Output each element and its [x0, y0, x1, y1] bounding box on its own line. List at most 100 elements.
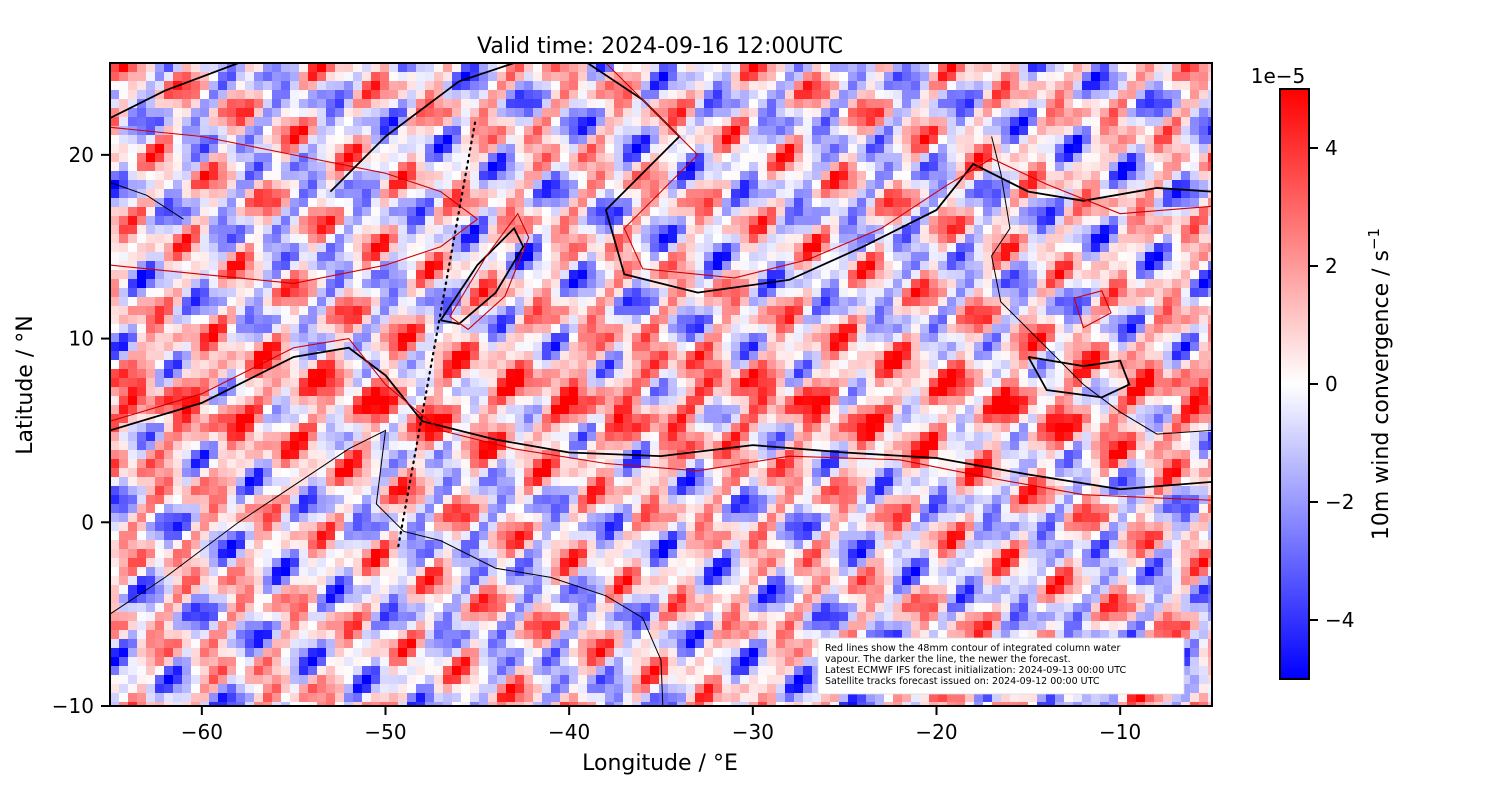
heatmap-cell [1127, 108, 1137, 118]
heatmap-cell [1154, 126, 1164, 136]
heatmap-cell [758, 315, 768, 325]
heatmap-cell [164, 333, 174, 343]
heatmap-cell [893, 90, 903, 100]
heatmap-cell [299, 117, 309, 127]
heatmap-cell [803, 99, 813, 109]
heatmap-cell [578, 261, 588, 271]
heatmap-cell [155, 306, 165, 316]
heatmap-cell [992, 315, 1002, 325]
heatmap-cell [137, 108, 147, 118]
heatmap-cell [902, 306, 912, 316]
heatmap-cell [857, 180, 867, 190]
heatmap-cell [650, 63, 660, 73]
heatmap-cell [722, 99, 732, 109]
heatmap-cell [479, 135, 489, 145]
heatmap-cell [740, 90, 750, 100]
heatmap-cell [155, 342, 165, 352]
heatmap-cell [146, 225, 156, 235]
heatmap-cell [866, 207, 876, 217]
heatmap-cell [740, 324, 750, 334]
heatmap-cell [1055, 405, 1065, 415]
heatmap-cell [200, 243, 210, 253]
heatmap-cell [677, 207, 687, 217]
heatmap-cell [380, 225, 390, 235]
heatmap-cell [1181, 405, 1191, 415]
heatmap-cell [425, 162, 435, 172]
heatmap-cell [794, 216, 804, 226]
heatmap-cell [281, 396, 291, 406]
heatmap-cell [461, 297, 471, 307]
heatmap-cell [785, 405, 795, 415]
heatmap-cell [623, 108, 633, 118]
heatmap-cell [938, 387, 948, 397]
heatmap-cell [506, 144, 516, 154]
heatmap-cell [785, 144, 795, 154]
heatmap-cell [416, 171, 426, 181]
heatmap-cell [1118, 243, 1128, 253]
heatmap-cell [434, 207, 444, 217]
heatmap-cell [398, 279, 408, 289]
heatmap-cell [389, 63, 399, 73]
heatmap-cell [542, 306, 552, 316]
heatmap-cell [254, 180, 264, 190]
heatmap-cell [191, 198, 201, 208]
heatmap-cell [362, 279, 372, 289]
heatmap-cell [713, 342, 723, 352]
heatmap-cell [380, 180, 390, 190]
heatmap-cell [749, 261, 759, 271]
heatmap-cell [668, 378, 678, 388]
heatmap-cell [848, 369, 858, 379]
heatmap-cell [920, 306, 930, 316]
heatmap-cell [965, 189, 975, 199]
heatmap-cell [641, 63, 651, 73]
heatmap-cell [254, 216, 264, 226]
heatmap-cell [1073, 108, 1083, 118]
heatmap-cell [209, 180, 219, 190]
heatmap-cell [857, 117, 867, 127]
heatmap-cell [1172, 378, 1182, 388]
heatmap-cell [983, 81, 993, 91]
heatmap-cell [1154, 171, 1164, 181]
heatmap-cell [578, 378, 588, 388]
heatmap-cell [659, 225, 669, 235]
heatmap-cell [578, 297, 588, 307]
heatmap-cell [470, 171, 480, 181]
heatmap-cell [317, 198, 327, 208]
heatmap-cell [128, 297, 138, 307]
heatmap-cell [956, 81, 966, 91]
heatmap-cell [200, 216, 210, 226]
heatmap-cell [1199, 117, 1209, 127]
heatmap-cell [128, 243, 138, 253]
heatmap-cell [1181, 270, 1191, 280]
heatmap-cell [254, 261, 264, 271]
heatmap-cell [1190, 324, 1200, 334]
heatmap-cell [713, 243, 723, 253]
heatmap-cell [488, 135, 498, 145]
heatmap-cell [821, 189, 831, 199]
heatmap-cell [704, 369, 714, 379]
heatmap-cell [470, 63, 480, 73]
heatmap-cell [308, 414, 318, 424]
heatmap-cell [623, 342, 633, 352]
heatmap-cell [515, 270, 525, 280]
heatmap-cell [290, 243, 300, 253]
heatmap-cell [830, 99, 840, 109]
heatmap-cell [524, 387, 534, 397]
heatmap-cell [992, 72, 1002, 82]
heatmap-cell [353, 225, 363, 235]
heatmap-cell [1136, 162, 1146, 172]
heatmap-cell [155, 423, 165, 433]
heatmap-cell [479, 81, 489, 91]
heatmap-cell [200, 63, 210, 73]
heatmap-cell [362, 396, 372, 406]
heatmap-cell [695, 171, 705, 181]
heatmap-cell [155, 360, 165, 370]
heatmap-cell [722, 324, 732, 334]
heatmap-cell [983, 288, 993, 298]
heatmap-cell [749, 414, 759, 424]
heatmap-cell [839, 135, 849, 145]
heatmap-cell [398, 423, 408, 433]
heatmap-cell [848, 198, 858, 208]
heatmap-cell [1064, 333, 1074, 343]
heatmap-cell [425, 108, 435, 118]
